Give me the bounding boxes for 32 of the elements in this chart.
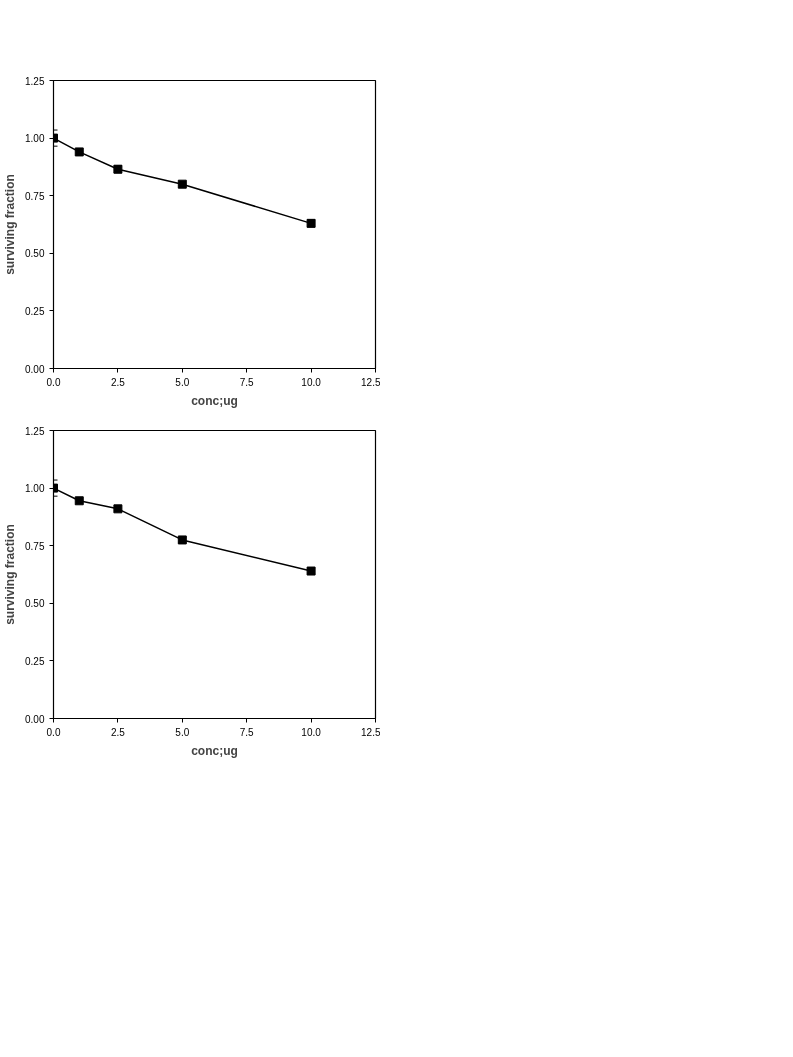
- y-axis-title: surviving fraction: [3, 524, 18, 625]
- x-tick-label: 12.5: [361, 726, 381, 738]
- y-tick-label: 0.50: [25, 248, 45, 260]
- y-tick-label: 0.25: [25, 655, 45, 667]
- x-tick-label: 7.5: [239, 376, 255, 388]
- y-tick-label: 1.25: [25, 75, 45, 87]
- x-axis-title: conc;ug: [191, 743, 238, 758]
- x-tick-label: 0.0: [46, 376, 61, 388]
- y-tick-label: 1.00: [25, 483, 45, 495]
- x-axis-title: conc;ug: [191, 393, 238, 408]
- y-tick-label: 0.75: [25, 190, 45, 202]
- x-tick-label: 10.0: [301, 376, 322, 388]
- x-tick-label: 5.0: [175, 726, 190, 738]
- x-tick-label: 2.5: [110, 726, 126, 738]
- y-tick-label: 0.00: [25, 363, 45, 375]
- y-tick-label: 1.00: [25, 133, 45, 145]
- x-tick-label: 2.5: [110, 376, 126, 388]
- y-tick-label: 0.75: [25, 540, 45, 552]
- y-tick-label: 1.25: [25, 425, 45, 437]
- x-tick-label: 12.5: [361, 376, 381, 388]
- x-tick-label: 10.0: [301, 726, 322, 738]
- x-tick-label: 7.5: [239, 726, 255, 738]
- point: [74, 496, 84, 506]
- y-axis-title: surviving fraction: [3, 174, 18, 275]
- point: [113, 504, 123, 514]
- y-tick-label: 0.50: [25, 598, 45, 610]
- point: [74, 147, 84, 157]
- point: [177, 179, 187, 189]
- x-tick-label: 0.0: [46, 726, 61, 738]
- x-tick-label: 5.0: [175, 376, 190, 388]
- y-tick-label: 0.25: [25, 305, 45, 317]
- y-tick-label: 0.00: [25, 713, 45, 725]
